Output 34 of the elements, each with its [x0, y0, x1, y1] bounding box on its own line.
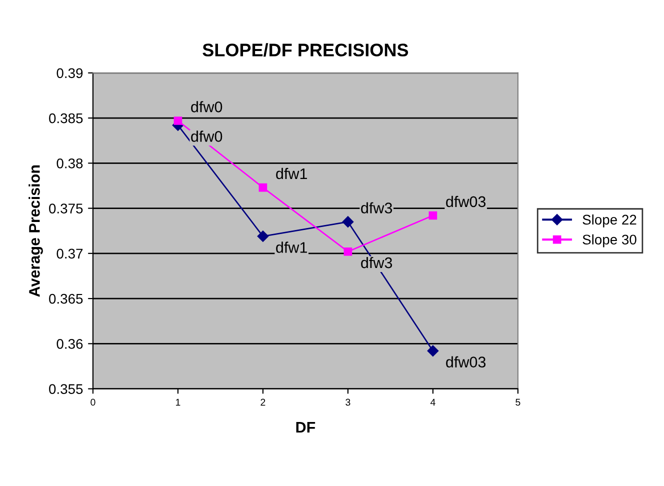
point [258, 183, 268, 192]
x-tick-label: 0 [90, 398, 96, 406]
x-tick-label: 4 [430, 398, 436, 406]
annotation: dfw3 [361, 202, 392, 214]
legend-label: Slope 30 [582, 234, 636, 248]
annotation: dfw1 [276, 242, 307, 253]
y-tick-label: 0.385 [49, 113, 83, 124]
x-axis-title: DF [296, 422, 316, 433]
annotation: dfw0 [191, 101, 222, 112]
x-tick-label: 1 [176, 398, 180, 406]
chart-title: SLOPE/DF PRECISIONS [202, 43, 408, 57]
y-tick-label: 0.365 [49, 294, 83, 304]
point [257, 230, 269, 242]
point [342, 216, 354, 228]
y-tick-label: 0.38 [56, 158, 83, 168]
point [428, 211, 438, 220]
point [174, 116, 182, 125]
annotation: dfw03 [446, 356, 486, 368]
y-tick-label: 0.375 [49, 204, 83, 214]
annotation: dfw1 [276, 168, 307, 180]
y-axis-title: Average Precision [28, 165, 43, 297]
y-tick-label: 0.36 [56, 339, 83, 349]
x-tick-label: 2 [260, 398, 266, 406]
legend-label: Slope 22 [582, 214, 636, 228]
point [344, 247, 352, 256]
x-tick-label: 5 [516, 398, 520, 406]
point [427, 345, 439, 356]
y-tick-label: 0.355 [49, 384, 83, 394]
x-tick-label: 3 [346, 398, 350, 406]
annotation: dfw0 [191, 130, 222, 142]
annotation: dfw3 [361, 256, 392, 268]
annotation: dfw03 [446, 196, 486, 208]
y-tick-label: 0.39 [56, 68, 83, 78]
y-tick-label: 0.37 [56, 248, 83, 259]
